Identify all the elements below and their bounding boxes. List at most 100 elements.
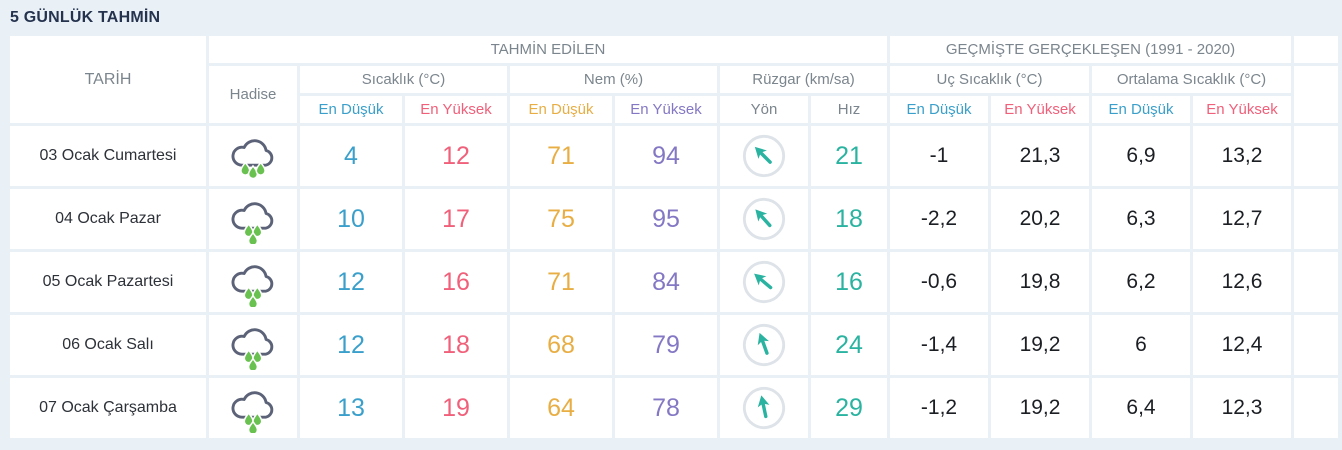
wind-direction-cell	[720, 378, 808, 438]
column-header-temp-min: En Düşük	[300, 96, 402, 123]
column-header-temp-max: En Yüksek	[405, 96, 507, 123]
wind-direction-arrow-icon	[742, 197, 786, 241]
column-group-nem: Nem (%)	[510, 66, 717, 93]
extreme-min-value: -1,2	[890, 378, 988, 438]
average-min-value: 6,4	[1092, 378, 1190, 438]
temp-min-value: 12	[300, 315, 402, 375]
average-min-value: 6	[1092, 315, 1190, 375]
wind-direction-cell	[720, 189, 808, 249]
humidity-min-value: 71	[510, 126, 612, 186]
date-label: 07 Ocak Çarşamba	[10, 378, 206, 438]
wind-speed-value: 16	[811, 252, 887, 312]
column-group-uc-sicaklik: Uç Sıcaklık (°C)	[890, 66, 1089, 93]
column-header-average-min: En Düşük	[1092, 96, 1190, 123]
extreme-min-value: -1,4	[890, 315, 988, 375]
forecast-row: 07 Ocak Çarşamba 13 19 64	[10, 378, 1338, 438]
table-header: TARİH TAHMİN EDİLEN GEÇMİŞTE GERÇEKLEŞEN…	[10, 36, 1338, 123]
wind-speed-value: 24	[811, 315, 887, 375]
wind-speed-value: 21	[811, 126, 887, 186]
temp-max-value: 19	[405, 378, 507, 438]
forecast-row: 04 Ocak Pazar 10 17 75 95	[10, 189, 1338, 249]
wind-direction-arrow-icon	[742, 386, 786, 430]
column-group-tahmin-edilen: TAHMİN EDİLEN	[209, 36, 887, 63]
table-body: 03 Ocak Cumartesi 4 12 71	[10, 126, 1338, 438]
forecast-row: 05 Ocak Pazartesi 12 16 71	[10, 252, 1338, 312]
average-max-value: 13,2	[1193, 126, 1291, 186]
wind-direction-arrow-icon	[742, 260, 786, 304]
column-header-extreme-max: En Yüksek	[991, 96, 1089, 123]
wind-direction-arrow-icon	[742, 134, 786, 178]
wind-speed-value: 18	[811, 189, 887, 249]
humidity-min-value: 75	[510, 189, 612, 249]
temp-max-value: 16	[405, 252, 507, 312]
extreme-min-value: -0,6	[890, 252, 988, 312]
column-header-wind-direction: Yön	[720, 96, 808, 123]
spacer-cell	[1294, 126, 1338, 186]
page-title: 5 GÜNLÜK TAHMİN	[10, 9, 161, 26]
average-max-value: 12,3	[1193, 378, 1291, 438]
forecast-table: TARİH TAHMİN EDİLEN GEÇMİŞTE GERÇEKLEŞEN…	[10, 36, 1338, 438]
column-header-tarih: TARİH	[10, 36, 206, 123]
column-header-extreme-min: En Düşük	[890, 96, 988, 123]
forecast-row: 03 Ocak Cumartesi 4 12 71	[10, 126, 1338, 186]
average-min-value: 6,3	[1092, 189, 1190, 249]
wind-direction-cell	[720, 126, 808, 186]
column-header-hadise: Hadise	[209, 66, 297, 123]
date-label: 03 Ocak Cumartesi	[10, 126, 206, 186]
average-min-value: 6,2	[1092, 252, 1190, 312]
humidity-min-value: 64	[510, 378, 612, 438]
weather-condition-cell	[209, 189, 297, 249]
rain-shower-icon	[231, 391, 274, 433]
heavy-rain-icon	[231, 139, 274, 180]
date-label: 06 Ocak Salı	[10, 315, 206, 375]
average-max-value: 12,7	[1193, 189, 1291, 249]
column-header-humidity-min: En Düşük	[510, 96, 612, 123]
weather-condition-cell	[209, 126, 297, 186]
temp-min-value: 12	[300, 252, 402, 312]
date-label: 05 Ocak Pazartesi	[10, 252, 206, 312]
extreme-max-value: 20,2	[991, 189, 1089, 249]
extreme-max-value: 19,8	[991, 252, 1089, 312]
humidity-max-value: 94	[615, 126, 717, 186]
date-label: 04 Ocak Pazar	[10, 189, 206, 249]
column-header-humidity-max: En Yüksek	[615, 96, 717, 123]
column-header-wind-speed: Hız	[811, 96, 887, 123]
extreme-max-value: 21,3	[991, 126, 1089, 186]
humidity-max-value: 95	[615, 189, 717, 249]
forecast-row: 06 Ocak Salı 12 18 68 79	[10, 315, 1338, 375]
humidity-min-value: 71	[510, 252, 612, 312]
wind-direction-arrow-icon	[742, 323, 786, 367]
temp-min-value: 10	[300, 189, 402, 249]
rain-shower-icon	[231, 202, 274, 244]
weather-condition-cell	[209, 252, 297, 312]
humidity-max-value: 78	[615, 378, 717, 438]
average-min-value: 6,9	[1092, 126, 1190, 186]
column-group-gecmiste-gerceklesen: GEÇMİŞTE GERÇEKLEŞEN (1991 - 2020)	[890, 36, 1291, 63]
average-max-value: 12,6	[1193, 252, 1291, 312]
wind-speed-value: 29	[811, 378, 887, 438]
temp-max-value: 17	[405, 189, 507, 249]
temp-max-value: 12	[405, 126, 507, 186]
column-group-sicaklik: Sıcaklık (°C)	[300, 66, 507, 93]
wind-direction-cell	[720, 315, 808, 375]
extreme-min-value: -1	[890, 126, 988, 186]
spacer-cell	[1294, 36, 1338, 63]
rain-shower-icon	[231, 328, 274, 370]
humidity-min-value: 68	[510, 315, 612, 375]
extreme-max-value: 19,2	[991, 315, 1089, 375]
column-group-ortalama-sicaklik: Ortalama Sıcaklık (°C)	[1092, 66, 1291, 93]
rain-shower-icon	[231, 265, 274, 307]
column-group-ruzgar: Rüzgar (km/sa)	[720, 66, 887, 93]
humidity-max-value: 79	[615, 315, 717, 375]
temp-min-value: 13	[300, 378, 402, 438]
weather-condition-cell	[209, 378, 297, 438]
wind-direction-cell	[720, 252, 808, 312]
column-header-average-max: En Yüksek	[1193, 96, 1291, 123]
spacer-cell	[1294, 315, 1338, 375]
temp-min-value: 4	[300, 126, 402, 186]
average-max-value: 12,4	[1193, 315, 1291, 375]
spacer-cell	[1294, 66, 1338, 123]
spacer-cell	[1294, 378, 1338, 438]
spacer-cell	[1294, 189, 1338, 249]
extreme-min-value: -2,2	[890, 189, 988, 249]
